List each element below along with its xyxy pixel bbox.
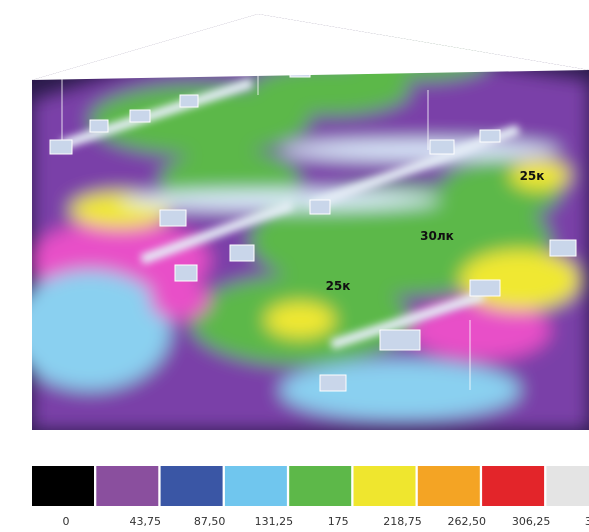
legend-swatch [417, 466, 480, 506]
legend-label: 262,50 [448, 515, 487, 528]
legend-swatch [546, 466, 589, 506]
legend-label: 87,50 [194, 515, 226, 528]
legend-swatch [482, 466, 545, 506]
legend-swatch [96, 466, 159, 506]
scene-label: 25к [520, 169, 545, 183]
legend-label: 306,25 [512, 515, 551, 528]
legend-swatch [224, 466, 287, 506]
scene-label: 25к [326, 279, 351, 293]
legend-label: 350 [585, 515, 589, 528]
legend-label: 218,75 [383, 515, 422, 528]
legend-swatch [353, 466, 416, 506]
legend-swatch [32, 466, 94, 506]
legend-label: 0 [63, 515, 70, 528]
legend-label: 175 [328, 515, 349, 528]
background [32, 14, 589, 80]
legend-swatch [160, 466, 223, 506]
legend-label: 131,25 [255, 515, 294, 528]
legend: 0 43,75 87,50 131,25 175 218,75 262,50 306,25 35… [32, 466, 589, 528]
scene-label: 30лк [420, 229, 454, 243]
legend-label: 43,75 [130, 515, 162, 528]
legend-swatch [289, 466, 352, 506]
